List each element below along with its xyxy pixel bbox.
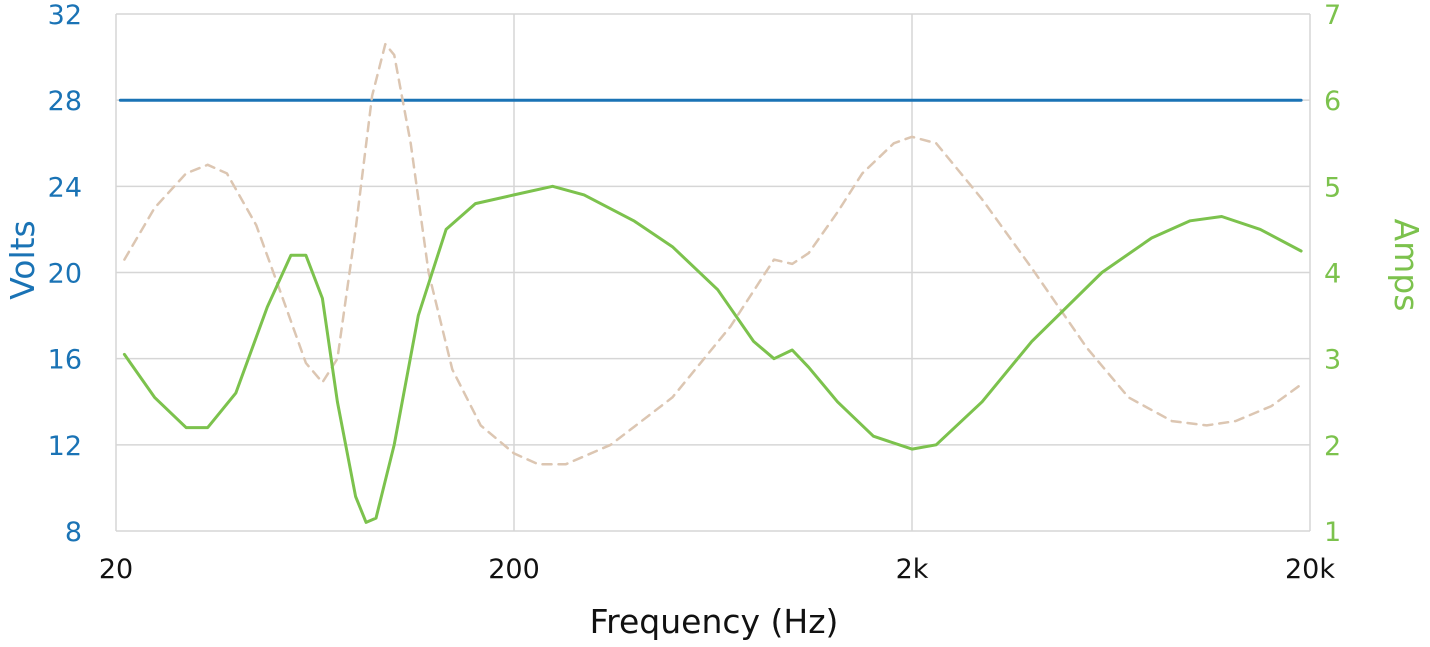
x-axis-label: Frequency (Hz) bbox=[590, 602, 839, 641]
y-left-tick-label: 28 bbox=[48, 86, 82, 117]
series-lines bbox=[118, 42, 1303, 524]
y-right-tick-label: 2 bbox=[1324, 431, 1341, 462]
y-left-tick-label: 20 bbox=[48, 259, 82, 290]
x-tick-label: 200 bbox=[488, 554, 540, 585]
y-left-tick-label: 8 bbox=[65, 517, 82, 548]
grid-lines bbox=[115, 13, 1311, 532]
x-tick-label: 2k bbox=[896, 554, 929, 585]
x-tick-label: 20k bbox=[1285, 554, 1335, 585]
y-right-tick-label: 1 bbox=[1324, 517, 1341, 548]
y-left-tick-label: 16 bbox=[48, 345, 82, 376]
y-right-tick-label: 3 bbox=[1324, 345, 1341, 376]
series-line-3 bbox=[122, 184, 1303, 524]
y-right-tick-label: 4 bbox=[1324, 259, 1341, 290]
y-right-tick-label: 6 bbox=[1324, 86, 1341, 117]
y-axis-right-label: Amps bbox=[1387, 219, 1426, 312]
y-right-tick-label: 7 bbox=[1324, 0, 1341, 31]
x-tick-label: 20 bbox=[99, 554, 133, 585]
y-left-tick-label: 12 bbox=[48, 431, 82, 462]
y-left-tick-label: 24 bbox=[48, 172, 82, 203]
y-axis-left-label: Volts bbox=[3, 220, 42, 300]
y-right-tick-label: 5 bbox=[1324, 172, 1341, 203]
y-left-tick-label: 32 bbox=[48, 0, 82, 31]
series-line-2-dashed bbox=[123, 42, 1303, 466]
